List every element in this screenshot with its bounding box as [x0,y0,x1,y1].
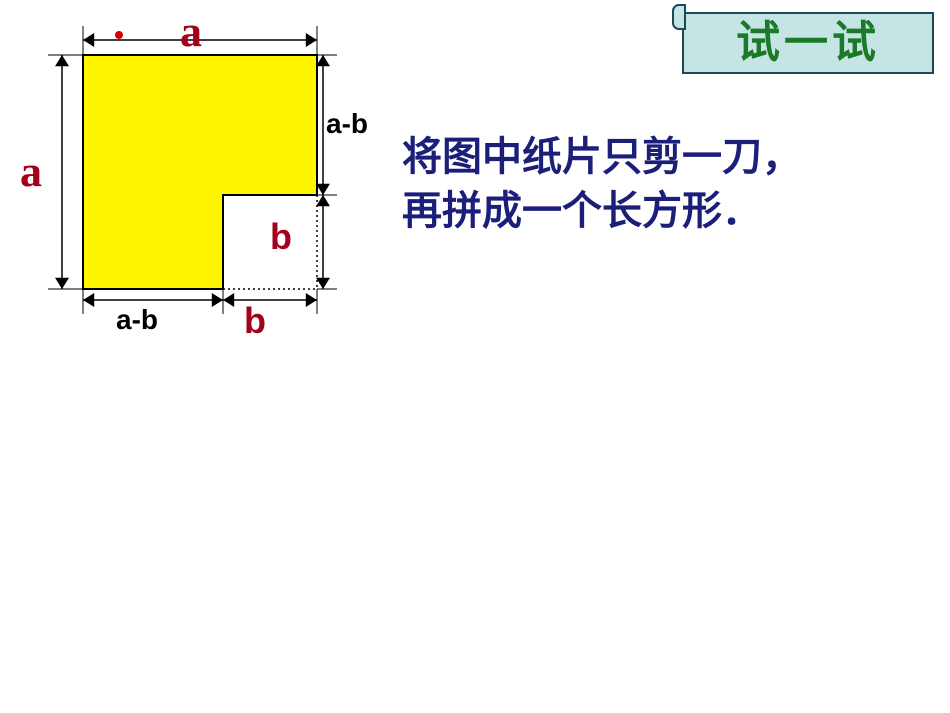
scroll-label: 试一试 [682,12,934,74]
instruction-line-1: 将图中纸片只剪一刀， [402,130,802,184]
geometry-diagram [0,0,420,360]
instruction-line-2: 再拼成一个长方形． [402,184,802,238]
instruction-text: 将图中纸片只剪一刀， 再拼成一个长方形． [402,130,802,238]
scroll-curl-left [672,4,686,30]
